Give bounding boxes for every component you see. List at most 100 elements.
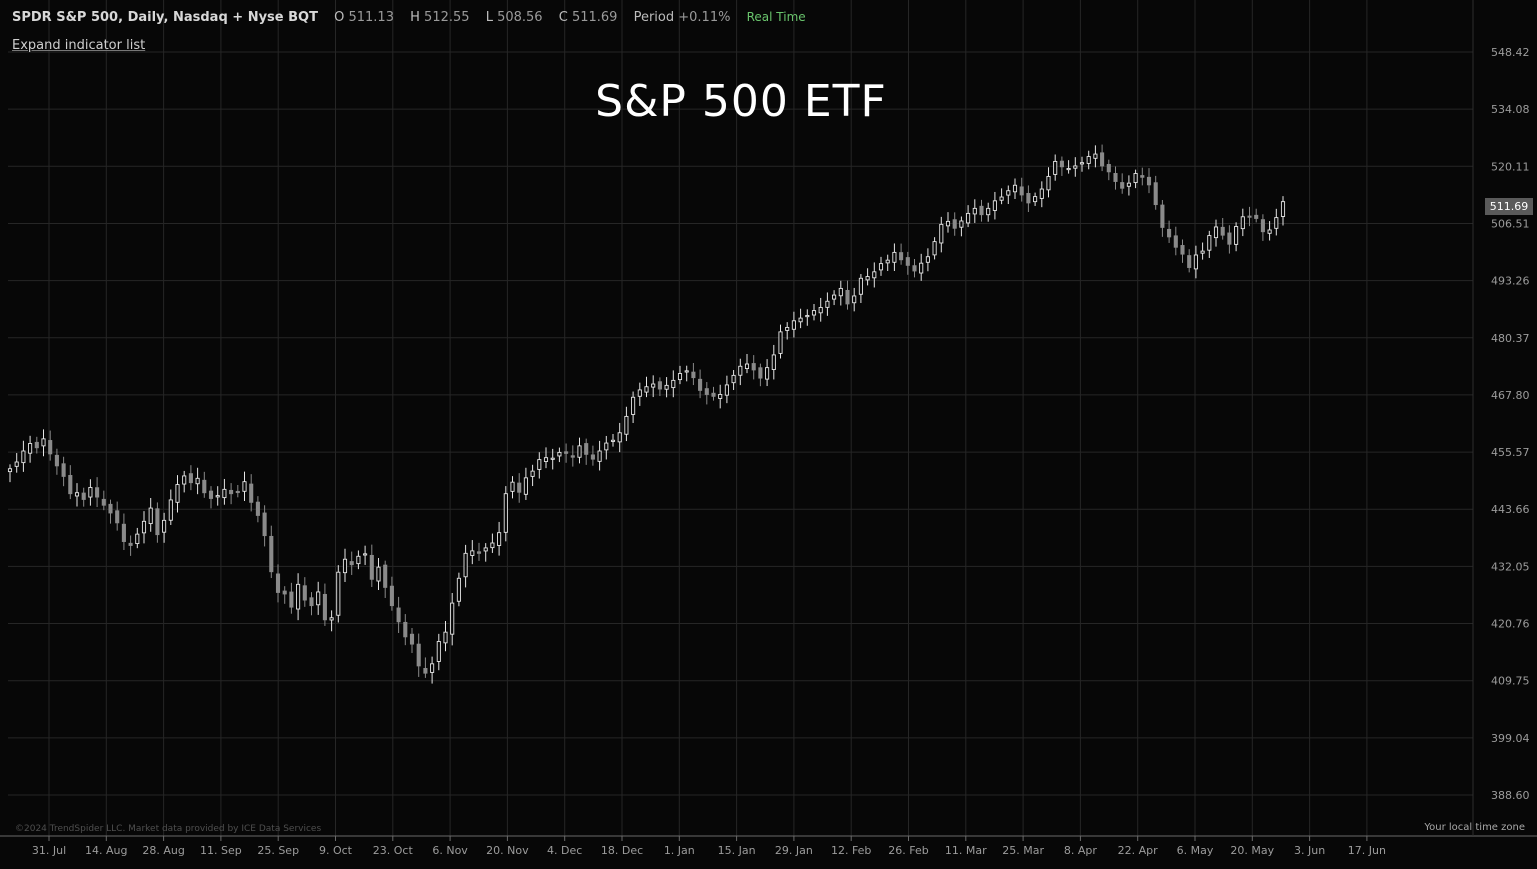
candle-body <box>744 363 750 369</box>
candle-body <box>523 477 528 495</box>
x-tick-label: 11. Sep <box>200 844 242 857</box>
candle-body <box>704 388 709 395</box>
low-value: 508.56 <box>497 10 543 25</box>
candle-body <box>309 597 314 607</box>
candle-body <box>409 633 415 645</box>
candle-body <box>356 555 361 565</box>
candle-body <box>222 488 227 499</box>
candle-body <box>135 533 140 545</box>
y-tick-label: 520.11 <box>1491 160 1530 173</box>
candle-body <box>1006 190 1011 196</box>
candle-body <box>490 542 495 549</box>
candle-body <box>838 287 843 297</box>
candle-body <box>1046 175 1051 191</box>
candle-body <box>162 519 167 533</box>
candle-body <box>48 440 53 455</box>
expand-indicator-list-link[interactable]: Expand indicator list <box>12 38 146 53</box>
candle-body <box>584 443 589 455</box>
x-tick-label: 12. Feb <box>831 844 871 857</box>
candle-body <box>1086 156 1091 164</box>
y-tick-label: 506.51 <box>1491 217 1530 230</box>
candle-body <box>456 577 461 602</box>
y-axis: 548.42 534.08 520.11 506.51 493.26 480.37 467.… <box>1491 46 1530 802</box>
candle-body <box>141 520 147 534</box>
candle-body <box>1213 226 1219 239</box>
candle-body <box>651 383 656 388</box>
x-tick-label: 14. Aug <box>85 844 127 857</box>
candle-body <box>637 389 642 397</box>
candle-body <box>570 455 575 458</box>
x-tick-label: 25. Mar <box>1002 844 1044 857</box>
candle-body <box>865 276 870 281</box>
x-tick-label: 28. Aug <box>142 844 184 857</box>
candle-body <box>497 532 502 546</box>
candle-body <box>878 263 884 271</box>
x-tick-label: 20. Nov <box>486 844 529 857</box>
candle-body <box>115 510 120 524</box>
candle-body <box>74 492 80 497</box>
candle-body <box>564 451 569 454</box>
candle-body <box>269 535 274 573</box>
candle-body <box>14 461 19 467</box>
timezone-label[interactable]: Your local time zone <box>1424 822 1525 833</box>
candle-body <box>604 442 609 451</box>
candle-body <box>758 367 763 379</box>
x-tick-label: 31. Jul <box>32 844 66 857</box>
candle-body <box>195 477 200 485</box>
x-tick-label: 22. Apr <box>1118 844 1158 857</box>
candle-body <box>1100 152 1105 167</box>
candle-body <box>1193 254 1198 270</box>
candle-body <box>778 331 783 354</box>
y-tick-label: 467.80 <box>1491 389 1530 402</box>
y-tick-label: 399.04 <box>1491 732 1530 745</box>
candle-body <box>1200 250 1205 254</box>
candle-body <box>825 300 830 308</box>
candle-body <box>342 558 348 574</box>
candle-body <box>892 251 897 263</box>
candle-body <box>463 552 468 578</box>
candle-body <box>1133 173 1138 184</box>
candle-body <box>282 590 287 595</box>
candle-body <box>1160 204 1165 228</box>
candle-body <box>235 490 240 494</box>
candle-body <box>155 508 160 536</box>
close-label: C <box>558 10 568 25</box>
candle-body <box>470 550 475 556</box>
candle-body <box>81 492 86 500</box>
candle-body <box>322 593 327 621</box>
candle-body <box>476 551 482 554</box>
candle-body <box>389 585 394 607</box>
high-label: H <box>410 10 420 25</box>
candle-body <box>738 365 743 376</box>
candle-body <box>785 326 790 331</box>
candle-body <box>1113 173 1118 182</box>
candle-body <box>1274 217 1279 229</box>
candle-body <box>229 489 234 495</box>
candle-body <box>610 439 616 442</box>
candle-body <box>54 454 59 467</box>
x-tick-label: 15. Jan <box>718 844 756 857</box>
candle-body <box>1267 229 1272 234</box>
candle-body <box>945 220 951 227</box>
candle-body <box>624 415 629 435</box>
candle-body <box>1059 160 1064 168</box>
candle-body <box>510 481 515 492</box>
candle-body <box>396 607 401 623</box>
candle-body <box>885 259 890 264</box>
candle-body <box>905 257 910 266</box>
period-value: +0.11% <box>678 10 731 25</box>
candle-body <box>28 443 33 454</box>
candle-body <box>1066 168 1071 171</box>
candle-body <box>128 542 133 546</box>
high-value: 512.55 <box>424 10 470 25</box>
candle-body <box>1079 162 1085 165</box>
y-tick-label: 420.76 <box>1491 618 1530 631</box>
candle-body <box>1120 182 1125 189</box>
low-label: L <box>485 10 493 25</box>
candle-body <box>34 441 39 449</box>
candle-body <box>791 320 796 330</box>
x-tick-label: 3. Jun <box>1294 844 1325 857</box>
candle-body <box>41 438 46 447</box>
candle-body <box>771 354 776 370</box>
